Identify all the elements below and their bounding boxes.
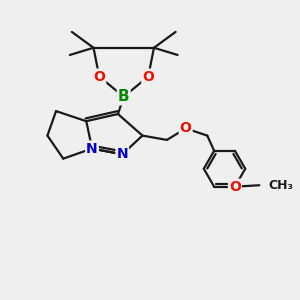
Text: O: O — [93, 70, 105, 84]
Text: B: B — [118, 89, 130, 104]
Text: O: O — [180, 122, 192, 135]
Text: CH₃: CH₃ — [268, 179, 294, 192]
Text: O: O — [229, 180, 241, 194]
Text: N: N — [116, 147, 128, 161]
Text: O: O — [142, 70, 154, 84]
Text: N: N — [86, 142, 98, 156]
